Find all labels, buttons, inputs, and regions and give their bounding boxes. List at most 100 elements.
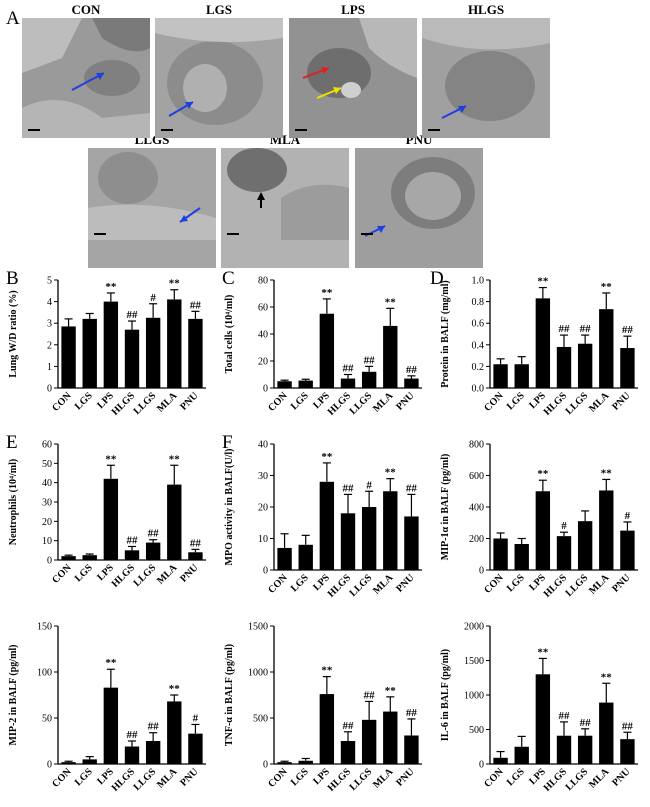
bar	[298, 544, 313, 570]
y-tick-label: 1500	[248, 622, 268, 633]
significance-label: ##	[559, 710, 571, 722]
significance-label: **	[105, 657, 117, 669]
significance-label: ##	[406, 707, 418, 719]
bar	[599, 702, 614, 764]
x-tick-label: MLA	[587, 390, 612, 415]
x-tick-label: HLGS	[110, 390, 138, 418]
y-tick-label: 30	[258, 471, 268, 482]
x-tick-label: PNU	[610, 766, 632, 788]
y-tick-label: 0	[263, 384, 268, 395]
y-axis-label: MIP-1α in BALF (pg/ml)	[440, 454, 451, 561]
micrograph-hlgs	[422, 18, 550, 138]
y-tick-label: 0	[479, 566, 484, 577]
bar	[599, 309, 614, 388]
bar	[514, 364, 529, 388]
x-tick-label: LLGS	[564, 572, 591, 599]
y-tick-label: 60	[258, 303, 268, 314]
x-tick-label: LLGS	[348, 390, 375, 417]
bar	[82, 555, 97, 560]
bar	[61, 762, 76, 764]
y-axis-label: Lung W/D ratio (%)	[8, 290, 19, 377]
bar	[277, 762, 292, 764]
x-tick-label: HLGS	[110, 562, 138, 590]
y-tick-label: 0	[47, 760, 52, 771]
significance-label: **	[321, 451, 333, 463]
y-tick-label: 3	[47, 319, 52, 330]
significance-label: ##	[364, 689, 376, 701]
y-tick-label: 1.0	[472, 276, 485, 287]
y-tick-label: 0	[479, 760, 484, 771]
bar	[103, 478, 119, 560]
panel-label-d: D	[430, 268, 444, 289]
y-tick-label: 5	[47, 276, 52, 287]
y-tick-label: 10	[42, 536, 52, 547]
bar	[404, 735, 419, 764]
x-tick-label: HLGS	[326, 390, 354, 418]
x-tick-label: MLA	[371, 766, 396, 791]
y-tick-label: 0.0	[472, 384, 485, 395]
significance-label: **	[537, 276, 549, 288]
bar	[577, 343, 593, 388]
x-tick-label: CON	[482, 390, 506, 414]
x-tick-label: CON	[50, 766, 74, 790]
x-tick-label: HLGS	[542, 766, 570, 794]
bar	[277, 547, 292, 570]
y-tick-label: 1	[47, 362, 52, 373]
x-tick-label: PNU	[394, 572, 416, 594]
bar	[383, 491, 398, 570]
y-tick-label: 0.8	[472, 297, 485, 308]
bar	[103, 687, 119, 764]
y-tick-label: 800	[469, 440, 484, 451]
x-tick-label: LGS	[289, 572, 311, 594]
x-tick-label: LGS	[505, 572, 527, 594]
x-tick-label: MLA	[587, 572, 612, 597]
y-axis-label: TNF-α in BALF (pg/ml)	[224, 644, 235, 746]
bar	[383, 325, 398, 388]
y-tick-label: 100	[37, 668, 52, 679]
x-tick-label: HLGS	[326, 572, 354, 600]
significance-label: ##	[190, 537, 202, 549]
significance-label: ##	[364, 354, 376, 366]
y-axis-label: Neutrophils (10⁴/ml)	[8, 459, 19, 545]
y-tick-label: 1500	[464, 656, 484, 667]
micrograph-label-hlgs: HLGS	[467, 2, 505, 17]
chart-tnf: TNF-α in BALF (pg/ml) 0 500 1000 1500 CON LGS *…	[224, 622, 422, 794]
y-tick-label: 500	[469, 725, 484, 736]
significance-label: **	[537, 468, 549, 480]
y-tick-label: 20	[42, 517, 52, 528]
significance-label: #	[150, 292, 156, 304]
y-tick-label: 2000	[464, 622, 484, 633]
x-tick-label: HLGS	[542, 390, 570, 418]
y-tick-label: 40	[42, 478, 52, 489]
x-tick-label: HLGS	[326, 766, 354, 794]
bar	[61, 326, 76, 388]
y-tick-label: 2	[47, 340, 52, 351]
bar	[556, 536, 572, 570]
x-tick-label: CON	[266, 766, 290, 790]
bar	[145, 741, 161, 764]
significance-label: ##	[406, 482, 418, 494]
bar	[319, 694, 335, 764]
y-tick-label: 30	[42, 498, 52, 509]
bar	[577, 521, 593, 570]
y-tick-label: 1000	[464, 691, 484, 702]
bar	[535, 674, 551, 764]
bar	[319, 313, 335, 388]
significance-label: ##	[148, 528, 160, 540]
bar	[124, 550, 140, 560]
x-tick-label: MLA	[155, 562, 180, 587]
x-tick-label: LGS	[73, 390, 95, 412]
panel-label-e: E	[6, 432, 18, 453]
bar	[556, 346, 572, 388]
y-tick-label: 0	[47, 384, 52, 395]
y-tick-label: 80	[258, 276, 268, 287]
x-tick-label: LGS	[289, 766, 311, 788]
significance-label: ##	[580, 717, 592, 729]
y-tick-label: 0.2	[472, 362, 485, 373]
bar	[124, 329, 140, 388]
panel-label-b: B	[6, 268, 19, 289]
significance-label: #	[625, 510, 631, 522]
micrograph-llgs	[88, 148, 216, 268]
y-tick-label: 50	[42, 714, 52, 725]
bar	[298, 380, 313, 388]
